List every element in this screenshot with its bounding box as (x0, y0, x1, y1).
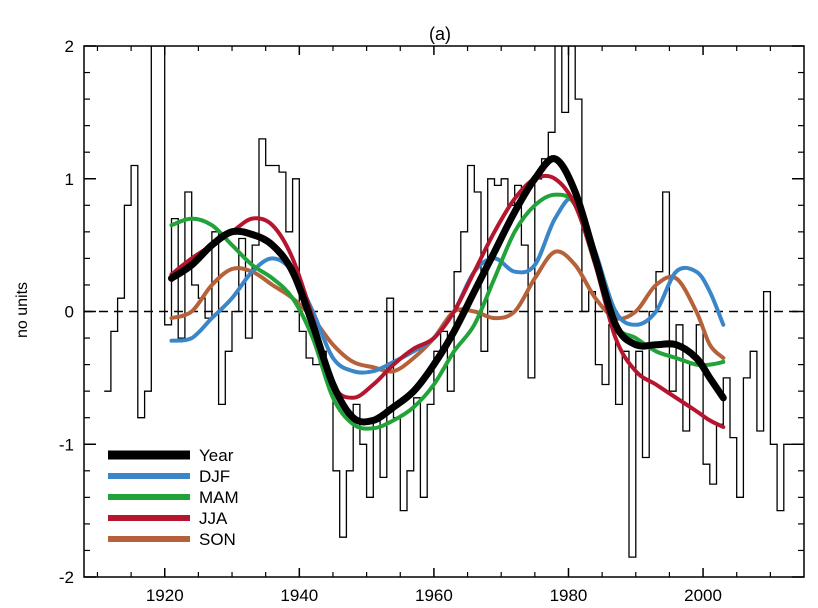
legend: Year DJF MAM JJA SON (108, 446, 239, 549)
series-line-jja (169, 173, 726, 429)
legend-label-djf: DJF (199, 467, 230, 486)
y-tick-label: -1 (59, 435, 74, 454)
x-tick-label: 1940 (280, 586, 318, 605)
legend-label-son: SON (199, 530, 236, 549)
x-tick-label: 1980 (550, 586, 588, 605)
plot-area: 1920 1940 1960 1980 2000 -2 -1 0 1 2 (59, 37, 804, 605)
y-tick-label: 0 (65, 303, 74, 322)
legend-label-year: Year (199, 446, 234, 465)
clipped-series-layer (84, 46, 804, 558)
y-tick-label: 1 (65, 170, 74, 189)
y-tick-label: -2 (59, 568, 74, 587)
series-line-year (168, 155, 727, 426)
y-tick-label: 2 (65, 37, 74, 56)
annual-index-step-line (104, 46, 798, 558)
x-tick-label: 1960 (415, 586, 453, 605)
x-tick-label: 2000 (684, 586, 722, 605)
chart-title: (a) (429, 24, 451, 44)
plot-frame (83, 45, 805, 578)
legend-label-jja: JJA (199, 509, 228, 528)
y-axis-label: no units (14, 282, 31, 338)
series-line-mam (169, 192, 726, 431)
legend-label-mam: MAM (199, 488, 239, 507)
x-tick-label: 1920 (146, 586, 184, 605)
